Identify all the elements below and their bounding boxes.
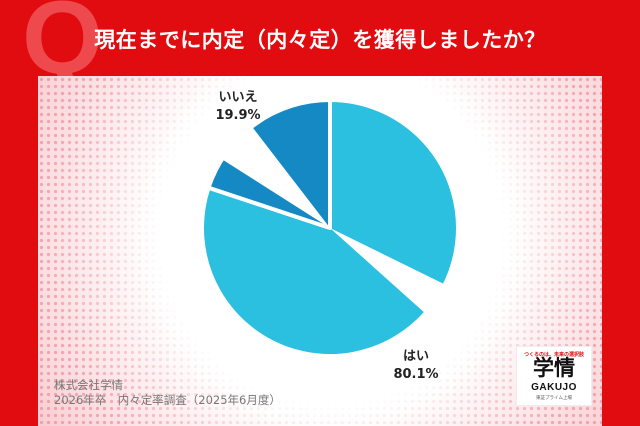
pie-chart [200,98,460,358]
label-yes: はい 80.1% [376,348,456,383]
logo-sub-text: GAKUJO [531,382,577,393]
slice-gap-upper [220,124,330,228]
gakujo-logo: つくるのは、未来の選択肢 学情 GAKUJO 東証プライム上場 [516,346,592,406]
label-no-category: いいえ [218,90,258,105]
label-yes-value: 80.1% [393,366,439,382]
label-no: いいえ 19.9% [198,89,278,124]
label-yes-category: はい [402,349,429,364]
source-survey: 2026年卒 内々定率調査（2025年6月度） [54,392,281,407]
logo-tagline: つくるのは、未来の選択肢 [524,352,584,358]
q-mark-icon: Q [22,0,103,96]
question-header: Q 現在までに内定（内々定）を獲得しましたか？ [0,0,640,90]
logo-foot-text: 東証プライム上場 [536,396,572,401]
logo-main-text: 学情 [533,356,575,380]
question-title: 現在までに内定（内々定）を獲得しましたか？ [94,28,546,52]
chart-panel: いいえ 19.9% はい 80.1% 株式会社学情 2026年卒 内々定率調査（… [38,76,602,426]
label-no-value: 19.9% [215,107,261,123]
slice-gap-lower [330,228,448,314]
source-company: 株式会社学情 [54,378,123,392]
source-note: 株式会社学情 2026年卒 内々定率調査（2025年6月度） [54,378,281,408]
